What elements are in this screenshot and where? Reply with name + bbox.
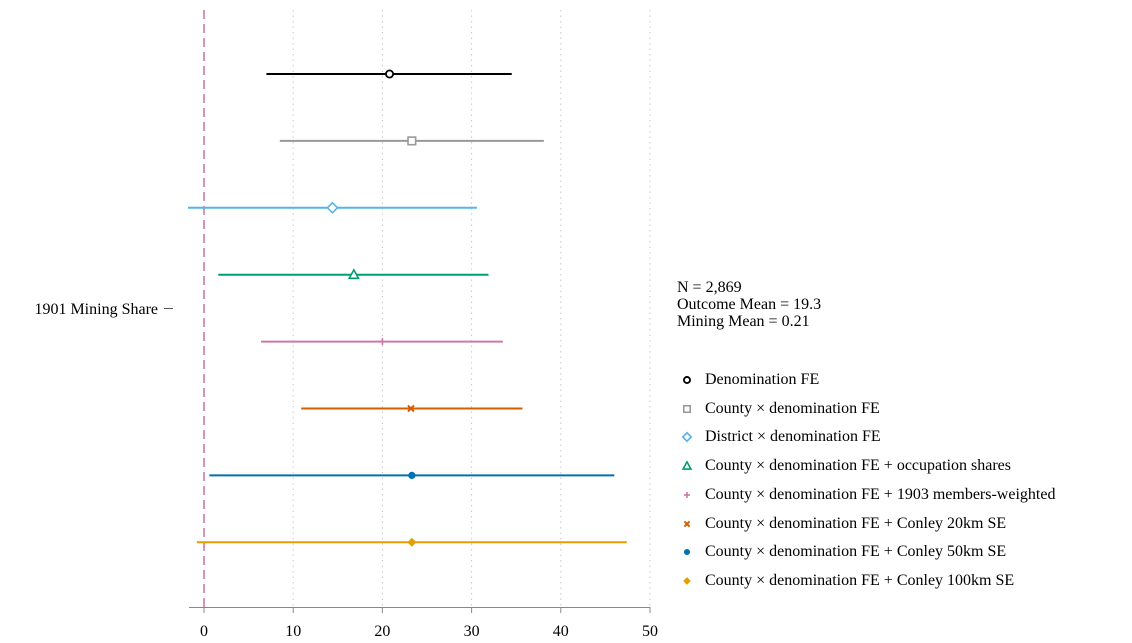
legend-label: County × denomination FE + Conley 20km S… [705,514,1007,532]
n-label: N = 2,869 [677,279,742,296]
grid-lines [292,10,651,607]
legend-label: Denomination FE [705,371,820,388]
legend-marker [683,577,691,585]
legend-marker [684,491,690,498]
point-estimate-7 [408,471,416,479]
sample-stats: N = 2,869 Outcome Mean = 19.3 Mining Mea… [677,279,821,330]
point-estimate-8 [407,537,417,547]
estimate-row-5 [261,338,503,346]
legend-marker-icon [683,520,691,527]
estimate-row-8 [196,537,627,547]
legend-marker-icon [684,491,690,498]
estimate-row-6 [301,404,523,413]
legend-marker-icon [683,577,691,585]
x-axis: 0 10 20 30 40 50 [189,607,658,640]
legend-marker-icon [683,549,691,556]
estimates [187,69,627,547]
legend-label: County × denomination FE + Conley 50km S… [705,543,1007,561]
estimate-row-3 [187,201,477,214]
legend-label: District × denomination FE [705,428,881,446]
legend-label: County × denomination FE [705,399,880,417]
legend-marker [683,376,691,384]
mining-mean-label: Mining Mean = 0.21 [677,313,810,330]
legend-marker [683,520,691,527]
point-estimate-6 [407,404,415,413]
legend-marker-icon [681,460,693,470]
legend-marker [683,549,691,556]
legend-marker-icon [681,432,693,443]
point-estimate-1 [385,69,395,79]
point-estimate-2 [407,136,417,146]
x-tick-label-20: 20 [374,623,390,640]
estimate-row-2 [279,136,544,146]
estimate-row-4 [218,268,489,280]
legend-label: County × denomination FE + occupation sh… [705,457,1011,475]
legend-marker [681,460,693,470]
x-tick-label-30: 30 [464,623,480,640]
legend-marker [682,404,692,413]
y-axis: 1901 Mining Share [34,301,173,318]
legend-marker-icon [683,376,691,384]
estimate-row-1 [266,69,512,79]
x-tick-label-40: 40 [553,623,569,640]
legend-marker-icon [682,404,692,413]
legend-label: County × denomination FE + Conley 100km … [705,571,1015,589]
point-estimate-4 [347,268,360,280]
x-tick-label-0: 0 [200,623,208,640]
x-tick-label-50: 50 [642,623,658,640]
x-tick-label-10: 10 [285,623,301,640]
legend-label: County × denomination FE + 1903 members-… [705,485,1056,503]
y-category-label: 1901 Mining Share [34,301,158,318]
outcome-mean-label: Outcome Mean = 19.3 [677,296,822,313]
point-estimate-3 [326,201,339,214]
legend-marker [681,432,693,443]
estimate-row-7 [209,471,615,479]
point-estimate-5 [378,338,386,346]
